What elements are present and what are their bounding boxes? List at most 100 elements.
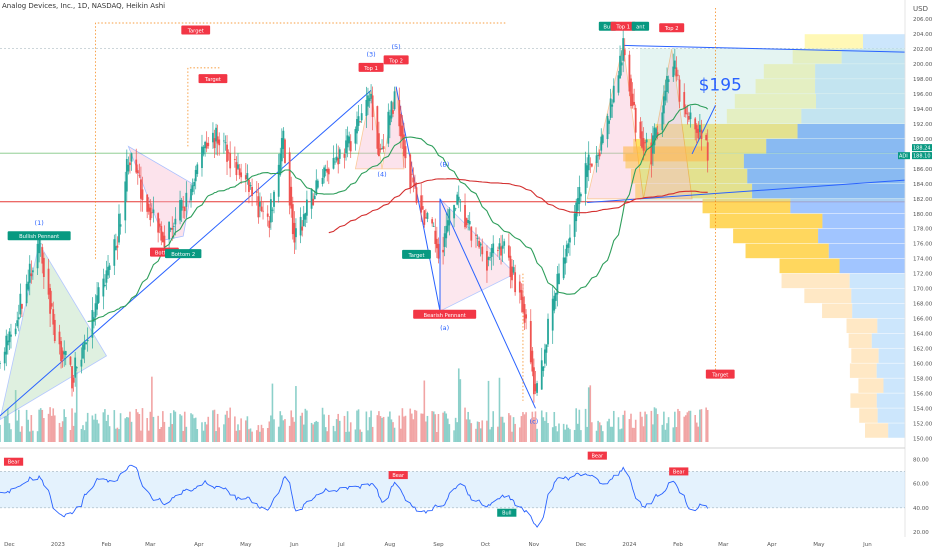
date-tick-label: Apr — [194, 542, 204, 548]
date-tick-label: Dec — [4, 542, 15, 548]
candle-body — [102, 278, 105, 297]
volume-bar — [218, 427, 221, 442]
candle-body — [183, 206, 186, 212]
volume-bar — [104, 409, 106, 442]
volume-bar — [3, 416, 6, 442]
candle-body — [695, 125, 698, 133]
volume-bar — [509, 415, 512, 442]
candle-body — [694, 118, 697, 130]
vp-bar-right — [852, 303, 905, 319]
volume-bar — [54, 415, 56, 442]
candle-body — [642, 138, 645, 151]
volume-bar — [476, 421, 479, 442]
volume-bar — [32, 430, 34, 442]
candle-body — [305, 199, 308, 216]
volume-bar — [19, 431, 22, 442]
volume-bar — [620, 428, 623, 442]
volume-bar — [8, 423, 11, 442]
volume-bar — [27, 419, 29, 442]
candle-body — [14, 328, 17, 335]
volume-bar — [348, 431, 350, 442]
candle-body — [403, 134, 405, 157]
candle-body — [415, 187, 418, 203]
candle-body — [52, 309, 55, 325]
candle-body — [543, 349, 546, 364]
volume-bar — [378, 411, 380, 442]
candle-body — [204, 141, 207, 149]
price-tick-label: 174.00 — [913, 257, 932, 263]
volume-bar — [423, 380, 426, 442]
vp-bar-right — [766, 138, 905, 154]
volume-bar — [470, 423, 473, 442]
volume-bar — [677, 408, 679, 442]
candle-body — [523, 304, 526, 323]
candle-body — [224, 142, 227, 144]
candle-body — [529, 321, 532, 363]
candle-body — [327, 168, 330, 175]
candle-body — [542, 366, 545, 371]
volume-bar — [437, 413, 440, 442]
volume-bar — [533, 417, 535, 442]
volume-bar — [36, 431, 39, 442]
volume-bar — [85, 421, 87, 442]
candle-body — [113, 239, 116, 266]
candle-body — [233, 159, 236, 161]
volume-bar — [158, 428, 161, 442]
candle-body — [464, 205, 466, 228]
volume-bar — [323, 414, 325, 442]
candle-body — [147, 203, 150, 212]
candle-body — [382, 146, 385, 150]
anno-label-text: Bullish Pennant — [19, 234, 59, 240]
candle-body — [573, 213, 576, 237]
candle-body — [53, 319, 56, 341]
anno-label-bg — [631, 21, 650, 31]
volume-bar — [401, 408, 404, 442]
candle-body — [456, 194, 459, 205]
volume-bar — [5, 416, 8, 442]
candle-body — [641, 131, 643, 148]
candle-body — [442, 249, 445, 253]
vp-bar-right — [747, 168, 905, 184]
volume-bar — [180, 415, 183, 442]
candle-body — [193, 181, 196, 187]
vp-bar-right — [851, 288, 905, 304]
vp-bar-left — [804, 288, 852, 304]
vp-bar-right — [876, 363, 905, 378]
volume-bar — [650, 410, 653, 442]
candle-body — [675, 67, 678, 77]
candle-body — [667, 79, 670, 83]
candle-body — [326, 168, 329, 173]
candle-body — [136, 170, 139, 174]
volume-bar — [410, 413, 413, 442]
candle-body — [60, 341, 62, 362]
volume-bar — [10, 429, 12, 442]
volume-bar — [432, 411, 435, 442]
candle-body — [357, 116, 360, 126]
candle-body — [578, 186, 581, 205]
candle-body — [346, 135, 349, 148]
volume-bar — [282, 420, 285, 442]
vp-bar-left — [792, 49, 842, 64]
date-tick-label: Feb — [673, 542, 683, 548]
candle-body — [678, 79, 681, 102]
price-tick-label: 170.00 — [913, 287, 932, 293]
volume-bar — [328, 414, 330, 442]
volume-bar — [72, 425, 75, 442]
candle-body — [160, 226, 163, 241]
anno-label-bg — [181, 25, 211, 35]
candle-body — [489, 257, 491, 259]
candle-body — [244, 175, 247, 180]
candle-body — [207, 142, 210, 147]
candle-body — [190, 188, 192, 201]
anno-label-text: ant — [636, 25, 645, 31]
volume-bar — [403, 416, 405, 442]
candle-body — [556, 273, 559, 295]
candle-body — [64, 351, 67, 355]
candle-body — [255, 191, 258, 193]
volume-bar — [587, 387, 590, 442]
candle-body — [282, 130, 285, 149]
candle-body — [349, 141, 352, 152]
candle-body — [129, 162, 131, 166]
candle-body — [61, 350, 64, 359]
